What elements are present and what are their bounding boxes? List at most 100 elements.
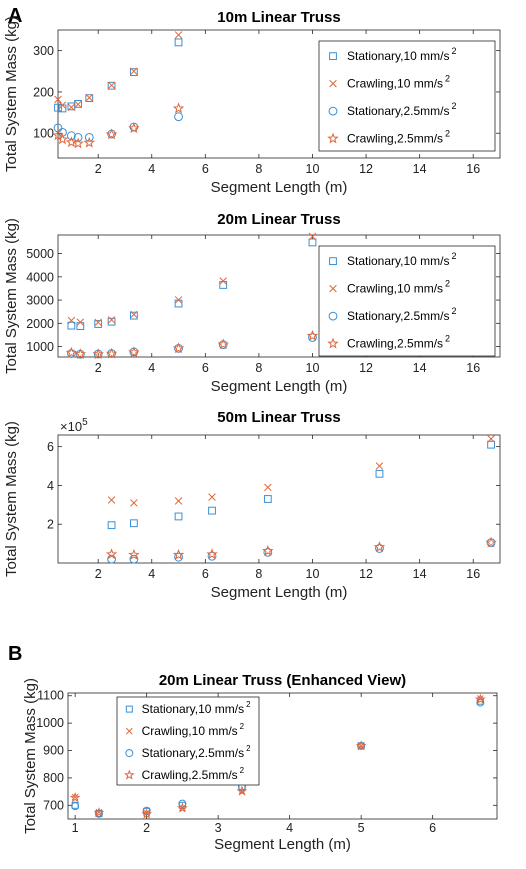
legend-entry-label: Stationary,2.5mm/s [142,746,244,760]
x-tick-label: 2 [143,821,150,835]
data-point [174,31,183,39]
legend-entry: Crawling,10 mm/s 2 [347,74,450,91]
x-axis-label: Segment Length (m) [211,584,348,601]
data-point [207,551,217,561]
data-point [130,499,138,507]
data-point [66,131,76,141]
x-axis-label: Segment Length (m) [211,378,348,395]
x-tick-label: 8 [255,361,262,375]
legend-superscript: 2 [445,129,450,139]
plot-frame [57,234,501,358]
plot-frame [57,29,501,159]
data-point [174,512,183,521]
series-1 [67,238,317,330]
data-point [174,38,183,47]
y-tick-label: 800 [43,771,64,785]
data-point [263,495,272,503]
data-point [85,93,94,102]
x-tick-label: 14 [413,162,427,176]
y-tick-label: 700 [43,798,64,812]
y-axis-label: Total System Mass (kg) [22,678,39,834]
chart-title: 20m Linear Truss (Enhanced View) [159,672,406,689]
x-tick-label: 6 [202,162,209,176]
legend-marker [329,52,337,61]
data-point [72,137,84,149]
data-point [74,100,82,109]
data-point [67,321,76,330]
data-point [308,333,317,342]
y-tick-label: 6 [47,440,54,454]
series-2 [54,31,183,111]
legend-box [116,696,260,786]
plot-frame [67,692,498,820]
data-point [375,544,384,553]
data-point [67,103,76,111]
legend-superscript: 2 [240,766,244,775]
legend-entry-label: Stationary,2.5mm/s [347,309,449,323]
y-tick-label: 4000 [26,270,54,284]
x-tick-label: 3 [215,821,222,835]
data-point [487,435,495,443]
data-point [105,347,118,359]
data-point [263,547,273,557]
data-point [375,469,384,478]
legend-superscript: 2 [246,700,250,709]
data-point [262,544,274,556]
x-axis-label: Segment Length (m) [214,836,351,853]
data-point [355,740,367,751]
legend-superscript: 2 [451,251,456,261]
legend-entry-label: Crawling,10 mm/s [347,77,443,91]
y-axis-label: Total System Mass (kg) [3,218,20,374]
legend-marker [328,106,338,116]
legend-entry-label: Crawling,10 mm/s [347,282,443,296]
legend-entry: Stationary,2.5mm/s 2 [347,306,457,323]
data-point [141,808,153,819]
legend-marker [329,257,337,266]
data-point [94,320,103,328]
x-tick-label: 12 [359,361,373,375]
legend-entry: Stationary,10 mm/s 2 [347,46,457,63]
data-point [107,81,116,90]
series-4 [105,536,497,560]
x-tick-label: 6 [202,567,209,581]
data-point [178,799,187,808]
legend-box [318,245,496,357]
x-tick-label: 10 [306,162,320,176]
legend-entry: Stationary,2.5mm/s 2 [142,744,251,760]
legend-entry: Crawling,2.5mm/s 2 [347,129,450,146]
legend-entry: Stationary,10 mm/s 2 [142,700,251,716]
y-tick-label: 1000 [26,340,54,354]
legend-entry-label: Crawling,2.5mm/s [347,132,443,146]
legend-box [318,40,496,152]
data-point [107,81,116,90]
data-point [52,129,64,141]
legend-marker [125,749,134,758]
series-4 [52,102,185,149]
series-3 [66,333,317,359]
series-3 [71,698,485,818]
data-point [130,67,138,76]
chart-2: 20m Linear Truss 2 4 6 8 10 12 14 16 1000 2000 3000… [3,211,501,395]
legend: Stationary,10 mm/s 2 Crawling,10 mm/s 2 Stat… [318,245,496,357]
data-point [174,299,183,308]
y-multiplier-base: ×10 [60,419,82,434]
data-point [129,68,138,77]
y-tick-label: 100 [33,127,54,141]
legend-marker [123,769,135,780]
x-axis-label: Segment Length (m) [211,179,348,196]
series-3 [107,538,496,564]
data-point [172,548,185,560]
legend-entry: Stationary,10 mm/s 2 [347,251,457,268]
chart-1: 10m Linear Truss 2 4 6 8 10 12 14 16 100 200 300 Seg… [3,9,501,196]
series-2 [107,435,495,507]
x-tick-label: 6 [202,361,209,375]
x-tick-label: 4 [148,162,155,176]
y-tick-label: 300 [33,44,54,58]
data-point [65,346,78,358]
legend-superscript: 2 [246,744,250,753]
data-point [217,338,229,350]
data-point [142,806,151,815]
legend-entry-label: Stationary,2.5mm/s [347,104,449,118]
